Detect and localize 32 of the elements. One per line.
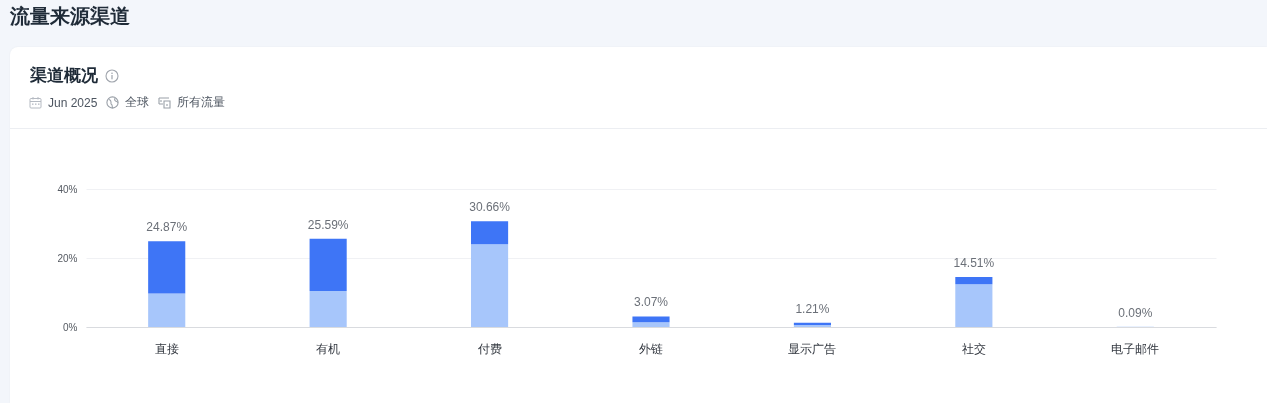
chart-title: 流量来源渠道 <box>10 4 130 29</box>
x-tick-label: 付费 <box>476 341 502 356</box>
x-tick-label: 直接 <box>154 341 179 356</box>
bar <box>632 316 670 323</box>
bar <box>148 241 186 294</box>
y-tick-label: 0% <box>63 321 78 333</box>
x-tick-label: 外链 <box>639 341 663 356</box>
text: Jun 2025 <box>48 95 98 110</box>
chart-subtitle: 渠道概况 <box>30 65 98 87</box>
bar <box>309 238 347 292</box>
total-label: 14.51% <box>953 255 995 270</box>
total-label: 0.09% <box>1118 305 1153 320</box>
x-tick-label: 显示广告 <box>788 341 837 356</box>
bar <box>632 322 670 327</box>
bar <box>471 221 509 245</box>
total-label: 25.59% <box>307 217 349 232</box>
bar <box>471 244 509 327</box>
x-tick-label: 电子邮件 <box>1111 341 1160 356</box>
x-tick-label: 社交 <box>961 341 986 356</box>
y-tick-label: 20% <box>57 252 78 264</box>
bar <box>148 293 186 327</box>
total-label: 3.07% <box>633 295 669 310</box>
x-tick-label: 有机 <box>316 341 341 356</box>
total-label: 30.66% <box>469 200 511 215</box>
text: 所有流量 <box>177 94 226 111</box>
total-label: 24.87% <box>146 220 188 235</box>
bar <box>955 284 993 327</box>
total-label: 1.21% <box>795 301 830 316</box>
bar <box>309 291 347 327</box>
bar <box>955 276 993 285</box>
text: 全球 <box>125 94 150 111</box>
y-tick-label: 40% <box>57 183 78 195</box>
